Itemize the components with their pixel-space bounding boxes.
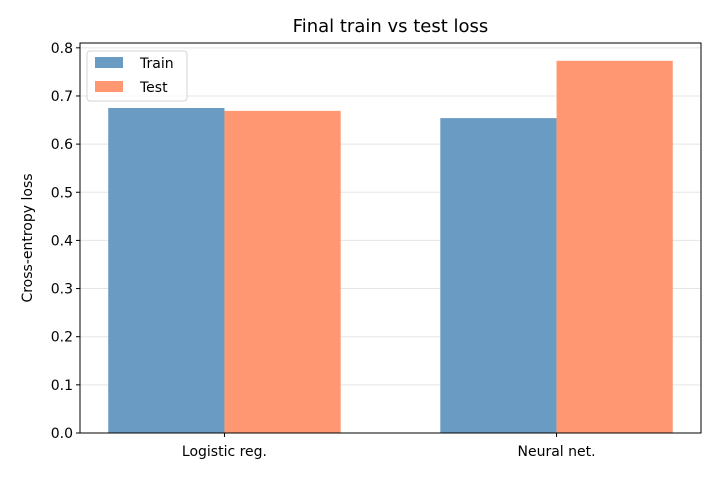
plot-frame	[79, 42, 702, 434]
chart-title: Final train vs test loss	[293, 16, 489, 37]
bar-test	[556, 60, 673, 433]
x-tick-label: Neural net.	[518, 444, 596, 460]
legend-label: Train	[139, 56, 174, 72]
y-tick-label: 0.4	[51, 233, 73, 249]
bar-train	[108, 108, 225, 433]
y-tick-label: 0.3	[51, 282, 73, 298]
y-tick-label: 0.2	[51, 330, 73, 346]
bar-train	[440, 118, 557, 433]
y-tick-label: 0.8	[51, 41, 73, 57]
y-tick-label: 0.0	[51, 426, 73, 442]
y-tick-label: 0.1	[51, 378, 73, 394]
legend-swatch	[95, 81, 123, 92]
y-tick-label: 0.6	[51, 137, 73, 153]
legend: Train Test	[86, 50, 188, 102]
y-tick-label: 0.5	[51, 185, 73, 201]
x-tick-label: Logistic reg.	[182, 444, 267, 460]
legend-label: Test	[139, 80, 168, 96]
bar-test	[224, 110, 341, 433]
y-tick-label: 0.7	[51, 89, 73, 105]
legend-swatch	[95, 57, 123, 68]
y-axis-label: Cross-entropy loss	[20, 173, 36, 302]
